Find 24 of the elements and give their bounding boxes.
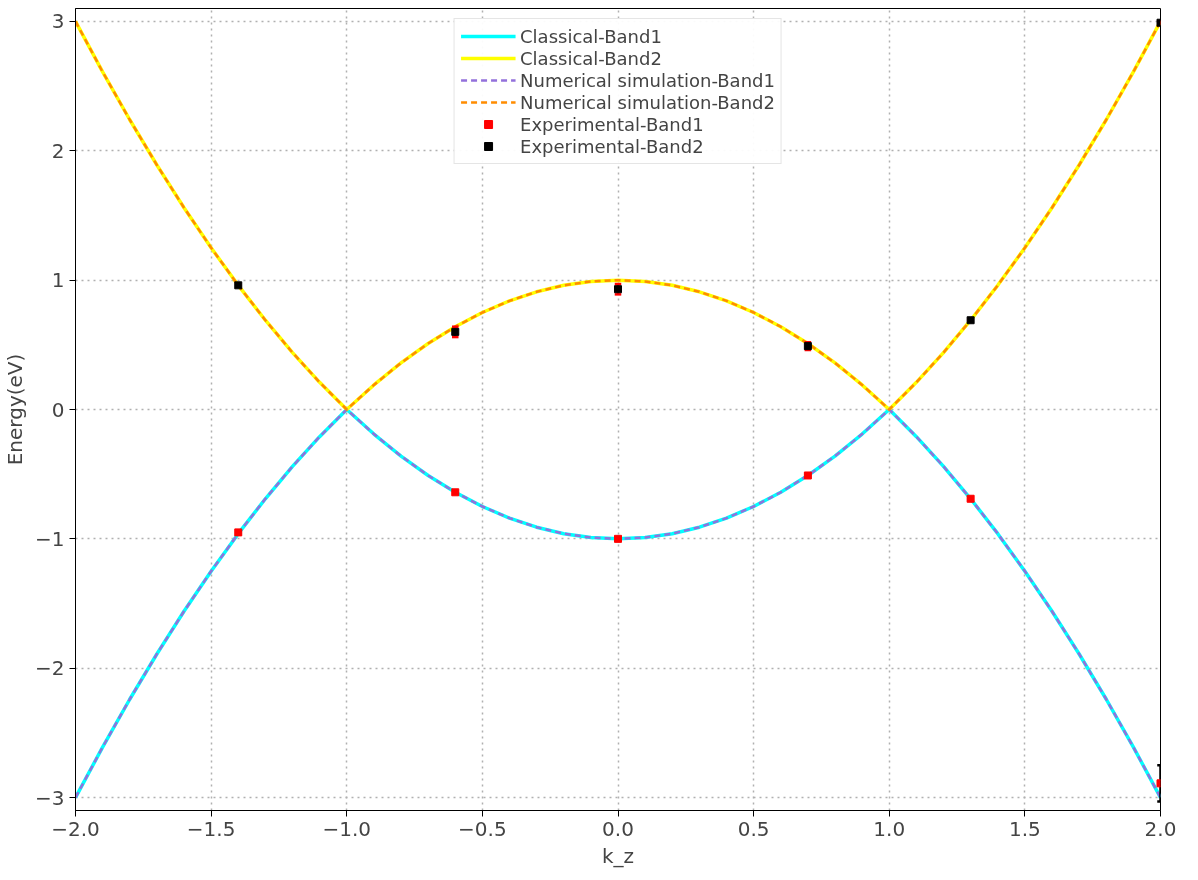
- legend-label: Numerical simulation-Band1: [520, 69, 775, 91]
- y-tick-label: 3: [51, 9, 65, 34]
- x-tick-label: 0.5: [737, 816, 770, 841]
- x-axis-title: k_z: [601, 843, 635, 868]
- x-tick-label: −1.5: [186, 816, 236, 841]
- x-tick-label: 2.0: [1144, 816, 1177, 841]
- y-axis-title: Energy(eV): [3, 353, 28, 466]
- y-tick-label: 0: [51, 397, 65, 422]
- legend-label: Experimental-Band2: [520, 135, 704, 157]
- x-tick-label: 1.5: [1008, 816, 1041, 841]
- y-tick-label: −1: [35, 526, 65, 551]
- x-tick-label: 0.0: [602, 816, 634, 841]
- x-tick-label: −0.5: [458, 816, 507, 841]
- x-tick-label: −2.0: [51, 816, 100, 841]
- legend-label: Experimental-Band1: [520, 113, 704, 135]
- y-tick-label: −2: [35, 656, 65, 681]
- legend-label: Classical-Band1: [520, 25, 662, 47]
- legend-label: Numerical simulation-Band2: [520, 91, 775, 113]
- y-tick-label: −3: [35, 785, 65, 810]
- x-tick-label: 1.0: [873, 816, 906, 841]
- y-tick-label: 2: [51, 138, 65, 163]
- y-tick-label: 1: [51, 268, 65, 293]
- x-tick-label: −1.0: [322, 816, 372, 841]
- legend-label: Classical-Band2: [520, 47, 662, 69]
